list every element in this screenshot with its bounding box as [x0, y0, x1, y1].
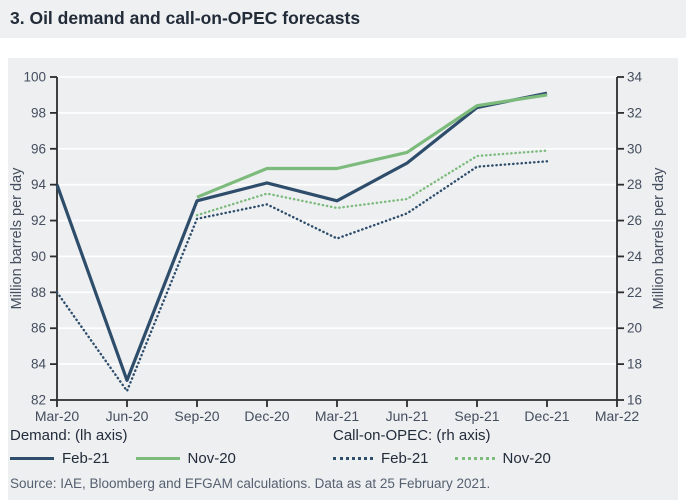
y-axis-left-tick-label: 84 [31, 357, 47, 372]
y-axis-right-tick-label: 34 [627, 70, 643, 85]
legend-label: Nov-20 [502, 450, 551, 467]
x-axis-tick-label: Dec-20 [244, 408, 289, 424]
legend-group-demand: Demand: (lh axis) Feb-21 Nov-20 [10, 427, 262, 467]
legend-label: Feb-21 [62, 450, 110, 467]
y-axis-right-tick-label: 16 [627, 393, 642, 408]
dotted-navy-line-swatch-icon [333, 457, 373, 460]
y-axis-left-tick-label: 94 [31, 177, 47, 192]
x-axis-tick-label: Mar-20 [35, 408, 80, 424]
y-axis-left-tick-label: 98 [31, 105, 46, 120]
x-axis-tick-label: Jun-21 [386, 408, 429, 424]
chart-title: 3. Oil demand and call-on-OPEC forecasts [10, 8, 361, 28]
y-axis-left-tick-label: 92 [31, 213, 46, 228]
y-axis-right-title: Million barrels per day [651, 167, 667, 310]
y-axis-left-tick-label: 88 [31, 285, 46, 300]
source-note: Source: IAE, Bloomberg and EFGAM calcula… [10, 476, 491, 491]
y-axis-left-tick-label: 90 [31, 249, 46, 264]
dotted-green-line-swatch-icon [454, 457, 495, 460]
x-axis-tick-label: Sep-21 [454, 408, 499, 424]
y-axis-left-tick-label: 100 [23, 70, 46, 85]
x-axis-tick-label: Jun-20 [106, 408, 149, 424]
y-axis-left-tick-label: 82 [31, 393, 46, 408]
x-axis-tick-label: Dec-21 [524, 408, 569, 424]
y-axis-right-tick-label: 30 [627, 141, 642, 156]
legend-header-call-on-opec: Call-on-OPEC: (rh axis) [333, 427, 491, 444]
forecast-line-chart: 82 84 86 88 90 92 94 96 98 100 16 18 20 22 24 26 28 30 32 3… [9, 70, 667, 425]
y-axis-left-title: Million barrels per day [9, 167, 25, 310]
chart-title-bar: 3. Oil demand and call-on-OPEC forecasts [0, 0, 686, 38]
legend-item-opec-feb21: Feb-21 [333, 450, 429, 467]
legend-group-call-on-opec: Call-on-OPEC: (rh axis) Feb-21 Nov-20 [333, 427, 577, 467]
legend-label: Nov-20 [187, 450, 236, 467]
x-axis-tick-label: Mar-21 [315, 408, 360, 424]
series-demand-nov-20 [196, 93, 548, 199]
solid-green-line-swatch-icon [135, 456, 180, 461]
legend-label: Feb-21 [381, 450, 429, 467]
x-axis-tick-label: Sep-20 [174, 408, 219, 424]
x-axis-tick-label: Mar-22 [595, 408, 640, 424]
y-axis-right-tick-label: 20 [627, 321, 642, 336]
series-call-on-opec-feb-21 [55, 160, 549, 393]
y-axis-right-tick-label: 26 [627, 213, 642, 228]
y-axis-left-tick-label: 96 [31, 141, 46, 156]
y-axis-right-tick-label: 22 [627, 285, 642, 300]
y-axis-right-tick-label: 32 [627, 105, 642, 120]
legend-item-opec-nov20: Nov-20 [454, 450, 551, 467]
legend-item-demand-feb21: Feb-21 [10, 450, 110, 467]
solid-navy-line-swatch-icon [10, 456, 54, 461]
y-axis-right-tick-label: 18 [627, 357, 642, 372]
series-demand-feb-21 [55, 91, 548, 382]
series-call-on-opec-nov-20 [195, 149, 549, 217]
y-axis-left-tick-label: 86 [31, 321, 46, 336]
legend-item-demand-nov20: Nov-20 [135, 450, 236, 467]
legend-header-demand: Demand: (lh axis) [10, 427, 128, 444]
y-axis-right-tick-label: 28 [627, 177, 642, 192]
chart-legend: Demand: (lh axis) Feb-21 Nov-20 Call-on-… [8, 427, 678, 475]
y-axis-right-tick-label: 24 [627, 249, 643, 264]
chart-panel: 82 84 86 88 90 92 94 96 98 100 16 18 20 22 24 26 28 30 32 3… [8, 58, 678, 500]
